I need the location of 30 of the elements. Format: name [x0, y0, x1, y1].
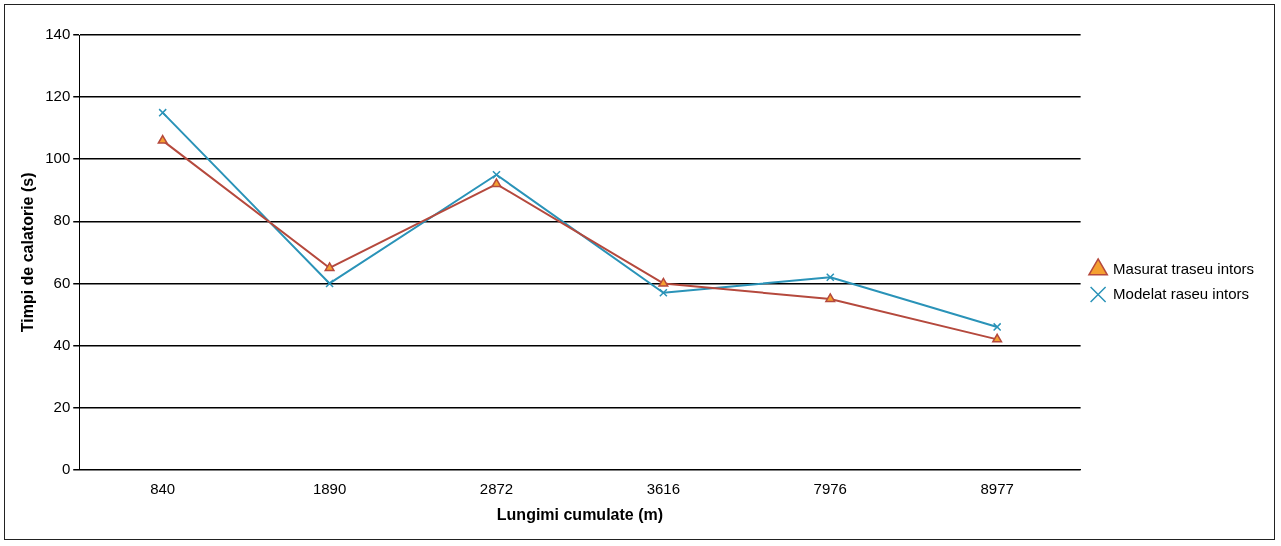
point	[491, 178, 502, 188]
point	[324, 262, 335, 272]
y-tick-label: 20	[53, 397, 71, 415]
point	[157, 134, 168, 144]
x-axis-title: Lungimi cumulate (m)	[496, 505, 664, 523]
point	[158, 108, 167, 117]
x-tick-label: 8977	[980, 479, 1014, 497]
y-axis-title: Timpi de calatorie (s)	[19, 172, 37, 333]
y-tick-label: 0	[61, 459, 71, 477]
point	[659, 288, 668, 298]
point	[825, 272, 835, 282]
point	[992, 322, 1002, 332]
point	[492, 170, 501, 180]
y-tick-label: 40	[53, 335, 71, 353]
point	[992, 333, 1003, 343]
x-tick-label: 2872	[479, 479, 514, 497]
point	[658, 277, 669, 287]
x-tick-label: 7976	[813, 479, 847, 497]
x-tick-label: 3616	[646, 479, 681, 497]
x-tick-label: 840	[150, 479, 176, 497]
y-tick-label: 120	[45, 87, 71, 105]
y-tick-label: 60	[53, 273, 71, 291]
y-tick-label: 100	[45, 149, 71, 167]
y-tick-label: 80	[53, 211, 71, 229]
x-tick-label: 1890	[312, 479, 347, 497]
point	[825, 293, 836, 303]
y-tick-label: 140	[45, 25, 71, 43]
legend-label: Modelat raseu intors	[1113, 284, 1250, 302]
point	[325, 279, 334, 288]
legend-label: Masurat traseu intors	[1113, 259, 1254, 277]
